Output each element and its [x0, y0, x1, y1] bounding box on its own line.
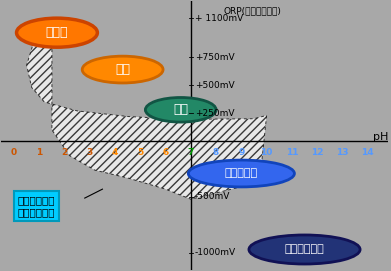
Ellipse shape: [249, 235, 360, 264]
Text: +250mV: +250mV: [195, 109, 234, 118]
Text: -1000mV: -1000mV: [195, 248, 236, 257]
Text: 5: 5: [137, 148, 143, 157]
Text: 中性: 中性: [173, 103, 188, 116]
Text: 1: 1: [36, 148, 42, 157]
Text: 強酸性: 強酸性: [46, 26, 68, 39]
Text: 6: 6: [162, 148, 169, 157]
Text: 3: 3: [87, 148, 93, 157]
Ellipse shape: [145, 98, 216, 122]
Text: +750mV: +750mV: [195, 53, 234, 62]
Text: 9: 9: [238, 148, 244, 157]
Text: 7: 7: [188, 148, 194, 157]
Text: 強アルカリ性: 強アルカリ性: [285, 244, 325, 254]
Ellipse shape: [188, 160, 294, 187]
Text: 12: 12: [311, 148, 323, 157]
Text: 14: 14: [361, 148, 374, 157]
Text: 8: 8: [213, 148, 219, 157]
Text: アルカリ性: アルカリ性: [225, 169, 258, 179]
Text: +500mV: +500mV: [195, 81, 234, 90]
Text: 4: 4: [112, 148, 118, 157]
Text: -500mV: -500mV: [195, 192, 230, 201]
Text: 11: 11: [286, 148, 298, 157]
Text: 微生物が生息
できない範囲: 微生物が生息 できない範囲: [18, 195, 55, 217]
Text: 2: 2: [61, 148, 68, 157]
Ellipse shape: [16, 18, 97, 47]
Text: pH: pH: [373, 132, 388, 142]
Text: 10: 10: [260, 148, 273, 157]
Text: + 1100mV: + 1100mV: [195, 14, 243, 23]
Text: 13: 13: [336, 148, 349, 157]
Text: 0: 0: [11, 148, 17, 157]
Ellipse shape: [82, 56, 163, 83]
Text: 酸性: 酸性: [115, 63, 130, 76]
Polygon shape: [27, 18, 267, 199]
Text: ORP(酸化還元電位): ORP(酸化還元電位): [224, 6, 282, 15]
